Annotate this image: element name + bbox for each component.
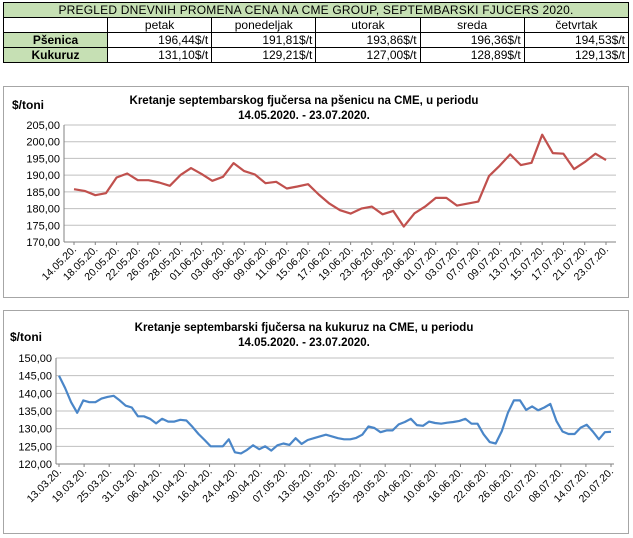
table-row: Kukuruz 131,10$/t 129,21$/t 127,00$/t 12…: [3, 47, 630, 63]
y-tick-label: 140,00: [18, 388, 52, 400]
y-tick-label: 135,00: [18, 406, 52, 418]
price-table: PREGLED DNEVNIH PROMENA CENA NA CME GROU…: [3, 2, 630, 63]
corn-chart-panel: 120,00 125,00 130,00 135,00 140,00 145,00 150,…: [3, 310, 629, 534]
price-cell: 196,44$/t: [106, 32, 213, 48]
day-header: sreda: [419, 17, 525, 33]
table-corner-cell: [3, 17, 108, 33]
price-cell: 129,13$/t: [523, 47, 630, 63]
y-tick-label: 150,00: [18, 353, 52, 365]
price-series-line: [73, 133, 607, 228]
price-cell: 131,10$/t: [106, 47, 213, 63]
price-cell: 193,86$/t: [315, 32, 421, 48]
y-tick-label: 205,00: [26, 120, 60, 132]
y-tick-label: 195,00: [26, 153, 60, 165]
y-tick-label: 125,00: [18, 441, 52, 453]
table-header-row: petak ponedeljak utorak sreda četvrtak: [3, 17, 630, 33]
y-tick-label: 120,00: [18, 459, 52, 471]
day-header: ponedeljak: [211, 17, 317, 33]
day-header: utorak: [315, 17, 421, 33]
price-cell: 128,89$/t: [419, 47, 525, 63]
y-tick-label: 145,00: [18, 371, 52, 383]
row-label: Kukuruz: [3, 47, 108, 63]
table-title: PREGLED DNEVNIH PROMENA CENA NA CME GROU…: [3, 2, 629, 18]
wheat-chart: 170,00 175,00 180,00 185,00 190,00 195,00 200,…: [12, 95, 616, 283]
chart-title: Kretanje septembarskog fjučersa na pšeni…: [130, 95, 479, 107]
chart-title: Kretanje septembarski fjučersa na kukuru…: [135, 322, 474, 334]
price-cell: 191,81$/t: [211, 32, 317, 48]
corn-chart: 120,00 125,00 130,00 135,00 140,00 145,00 150,…: [10, 322, 616, 505]
price-cell: 129,21$/t: [211, 47, 317, 63]
y-axis-label: $/toni: [10, 330, 42, 344]
y-tick-label: 190,00: [26, 170, 60, 182]
price-cell: 196,36$/t: [419, 32, 525, 48]
y-tick-label: 180,00: [26, 204, 60, 216]
price-cell: 127,00$/t: [315, 47, 421, 63]
y-tick-label: 185,00: [26, 187, 60, 199]
y-tick-label: 175,00: [26, 220, 60, 232]
chart-subtitle: 14.05.2020. - 23.07.2020.: [238, 337, 370, 349]
wheat-chart-panel: 170,00 175,00 180,00 185,00 190,00 195,00 200,…: [3, 86, 629, 298]
price-series-line: [58, 375, 612, 455]
y-axis-label: $/toni: [12, 98, 44, 112]
y-tick-label: 170,00: [26, 237, 60, 249]
table-row: Pšenica 196,44$/t 191,81$/t 193,86$/t 19…: [3, 32, 630, 48]
row-label: Pšenica: [3, 32, 108, 48]
day-header: četvrtak: [523, 17, 630, 33]
day-header: petak: [106, 17, 213, 33]
y-tick-label: 130,00: [18, 424, 52, 436]
chart-subtitle: 14.05.2020. - 23.07.2020.: [238, 110, 370, 122]
y-tick-label: 200,00: [26, 137, 60, 149]
price-cell: 194,53$/t: [523, 32, 630, 48]
